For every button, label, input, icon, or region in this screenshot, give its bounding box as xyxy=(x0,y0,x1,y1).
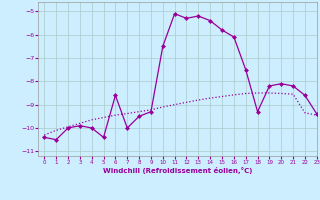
X-axis label: Windchill (Refroidissement éolien,°C): Windchill (Refroidissement éolien,°C) xyxy=(103,167,252,174)
